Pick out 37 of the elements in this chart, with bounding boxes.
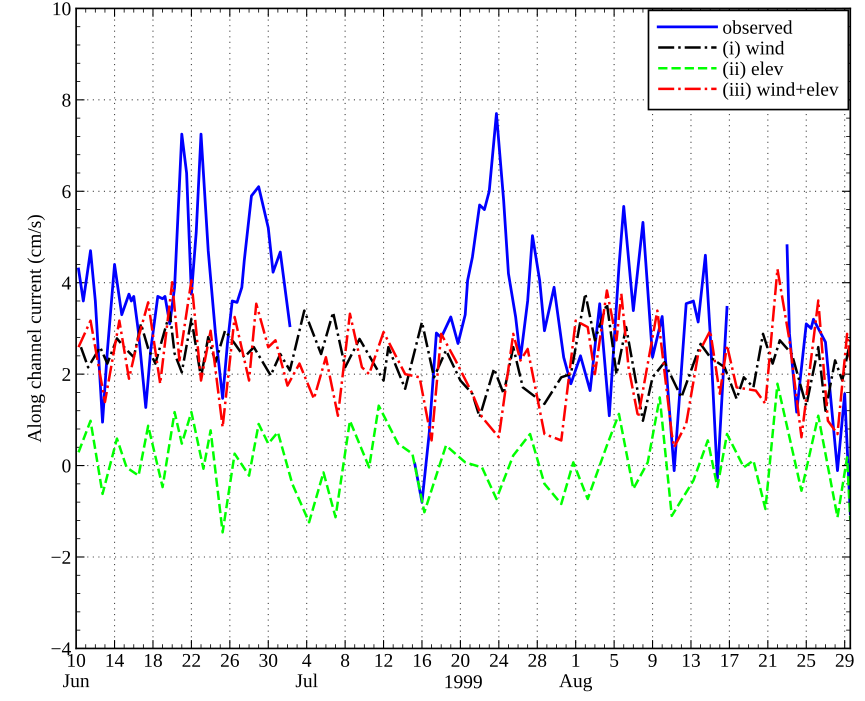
y-tick-label: 0 xyxy=(62,459,71,472)
x-tick-label: 26 xyxy=(220,654,239,667)
x-tick-label: 28 xyxy=(528,654,546,667)
x-tick-label: 4 Jul xyxy=(296,654,318,688)
x-tick-label: 22 xyxy=(182,654,200,667)
x-tick-label: 30 xyxy=(259,654,278,667)
x-tick-label: 17 xyxy=(721,654,739,667)
legend-label: (ii) elev xyxy=(723,62,784,80)
y-tick-label: −4 xyxy=(52,642,71,656)
x-tick-label: 24 xyxy=(490,654,508,667)
line-series xyxy=(77,382,850,534)
x-tick-label: 5 xyxy=(610,654,618,667)
y-tick-label: 10 xyxy=(54,2,71,16)
y-tick-label: 8 xyxy=(62,94,71,107)
legend-label: (iii) wind+elev xyxy=(723,82,839,100)
x-axis-title: 1999 xyxy=(445,675,482,688)
x-tick-label: 12 xyxy=(376,654,392,667)
y-tick-label: 2 xyxy=(62,368,70,381)
y-tick-label: 6 xyxy=(62,185,71,198)
x-tick-label: 13 xyxy=(682,654,700,667)
line-series xyxy=(77,268,850,449)
x-tick-label: 29 xyxy=(836,654,854,667)
y-axis-title: Along channel current (cm/s) xyxy=(27,215,46,442)
legend-label: observed xyxy=(723,20,792,34)
x-tick-label: 14 xyxy=(106,654,124,667)
x-tick-label: 16 xyxy=(414,654,432,667)
x-tick-label: 1 Aug xyxy=(559,654,592,692)
legend-label: (i) wind xyxy=(723,40,784,58)
x-tick-label: 8 xyxy=(341,654,350,667)
x-tick-label: 25 xyxy=(797,654,816,667)
y-tick-label: −2 xyxy=(52,550,70,564)
y-tick-label: 4 xyxy=(62,276,71,290)
x-tick-label: 9 xyxy=(648,654,657,667)
x-tick-label: 18 xyxy=(144,654,162,667)
x-tick-label: 10 Jun xyxy=(63,654,90,688)
x-tick-label: 20 xyxy=(452,654,470,667)
x-tick-label: 21 xyxy=(758,654,776,667)
